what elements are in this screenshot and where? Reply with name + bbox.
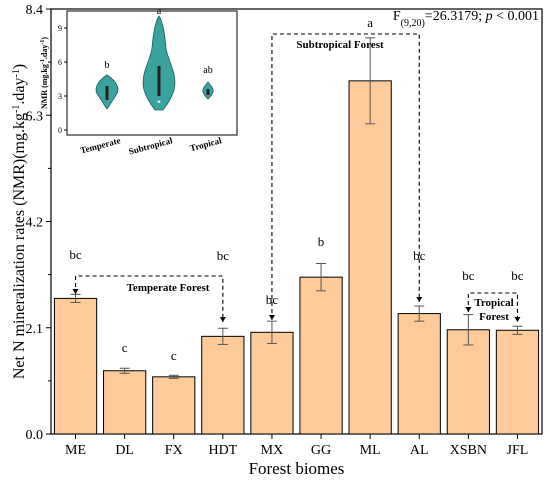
bar-dl bbox=[103, 370, 147, 435]
bar-gg bbox=[299, 276, 343, 435]
main-axes: 0.0 2.1 4.2 6.3 8.4 Net N mineralization rate… bbox=[11, 3, 543, 478]
violin-median bbox=[157, 100, 161, 103]
tropical-bracket-arrow-right bbox=[514, 317, 521, 322]
x-tick-label: ML bbox=[360, 443, 381, 458]
x-tick-label: HDT bbox=[208, 443, 237, 458]
x-axis-label: Forest biomes bbox=[249, 459, 345, 478]
x-tick-label: FX bbox=[165, 443, 183, 458]
group-label-subtropical: Subtropical Forest bbox=[296, 39, 384, 51]
bar-al bbox=[397, 313, 441, 435]
significance-letter: bc bbox=[462, 268, 475, 283]
y-tick-label: 8.4 bbox=[26, 3, 44, 18]
bar-ml bbox=[348, 80, 392, 435]
group-label-temperate: Temperate Forest bbox=[127, 282, 210, 294]
inset-violin-chart: 0 3 6 9 NMR (mg.kg-1.day-1) b a ab Temperate Subt… bbox=[40, 6, 238, 157]
x-tick-label: DL bbox=[115, 443, 134, 458]
tropical-bracket bbox=[467, 292, 518, 322]
y-tick-label: 2.1 bbox=[26, 322, 44, 337]
bar-hdt bbox=[201, 335, 245, 435]
significance-letter: bc bbox=[266, 292, 279, 307]
bar-me bbox=[53, 297, 98, 435]
temperate-bracket-arrow-left bbox=[72, 289, 79, 294]
significance-letter: c bbox=[171, 348, 177, 363]
inset-x-tick-label: Tropical bbox=[189, 135, 223, 153]
inset-y-tick-label: 6 bbox=[58, 58, 62, 67]
inset-significance-letter: ab bbox=[203, 65, 212, 76]
violin-subtropical bbox=[142, 15, 176, 111]
violin-median bbox=[206, 106, 210, 109]
x-tick-label: MX bbox=[261, 443, 284, 458]
subtropical-bracket-arrow-left bbox=[268, 315, 275, 320]
y-tick-label: 4.2 bbox=[26, 216, 44, 231]
inset-significance-letter: a bbox=[157, 6, 162, 17]
inset-y-tick-label: 9 bbox=[58, 24, 62, 33]
y-tick-label: 6.3 bbox=[26, 109, 44, 124]
subtropical-bracket-arrow-right bbox=[416, 297, 423, 302]
x-tick-label: AL bbox=[410, 443, 429, 458]
inset-x-tick-label: Subtropical bbox=[128, 135, 174, 156]
significance-letter: a bbox=[367, 15, 373, 30]
inset-significance-letter: b bbox=[105, 60, 110, 71]
x-tick-label: XSBN bbox=[450, 443, 487, 458]
inset-y-tick-label: 3 bbox=[58, 92, 62, 101]
inset-y-tick-label: 0 bbox=[58, 126, 62, 135]
group-label-tropical-2: Forest bbox=[479, 311, 509, 323]
significance-letter: bc bbox=[69, 247, 82, 262]
significance-letter: b bbox=[318, 234, 325, 249]
significance-letter: bc bbox=[217, 248, 230, 263]
temperate-bracket bbox=[75, 275, 224, 322]
x-tick-label: JFL bbox=[507, 443, 529, 458]
stat-annotation: F(9,20)=26.3179; p < 0.001 bbox=[393, 9, 539, 29]
group-brackets: Temperate Forest Subtropical Forest Tropic… bbox=[72, 33, 521, 323]
violin-median bbox=[105, 109, 109, 113]
tropical-bracket-arrow-left bbox=[465, 307, 472, 312]
y-axis-label: Net N mineralization rates (NMR)(mg.kg-1… bbox=[11, 64, 29, 379]
x-tick-label: GG bbox=[311, 443, 331, 458]
y-tick-label: 0.0 bbox=[26, 428, 44, 443]
group-label-tropical: Tropical bbox=[474, 297, 513, 309]
bar-fx bbox=[152, 376, 196, 435]
significance-letter: c bbox=[122, 340, 128, 355]
temperate-bracket-arrow-right bbox=[219, 317, 226, 322]
bar-mx bbox=[250, 331, 294, 435]
bar-xsbn bbox=[446, 329, 490, 435]
inset-x-tick-label: Temperate bbox=[79, 135, 121, 155]
bar-jfl bbox=[495, 329, 540, 435]
significance-letter: bc bbox=[511, 268, 524, 283]
x-tick-label: ME bbox=[65, 443, 86, 458]
subtropical-bracket bbox=[271, 33, 420, 320]
inset-y-axis-label: NMR (mg.kg-1.day-1) bbox=[40, 37, 49, 109]
